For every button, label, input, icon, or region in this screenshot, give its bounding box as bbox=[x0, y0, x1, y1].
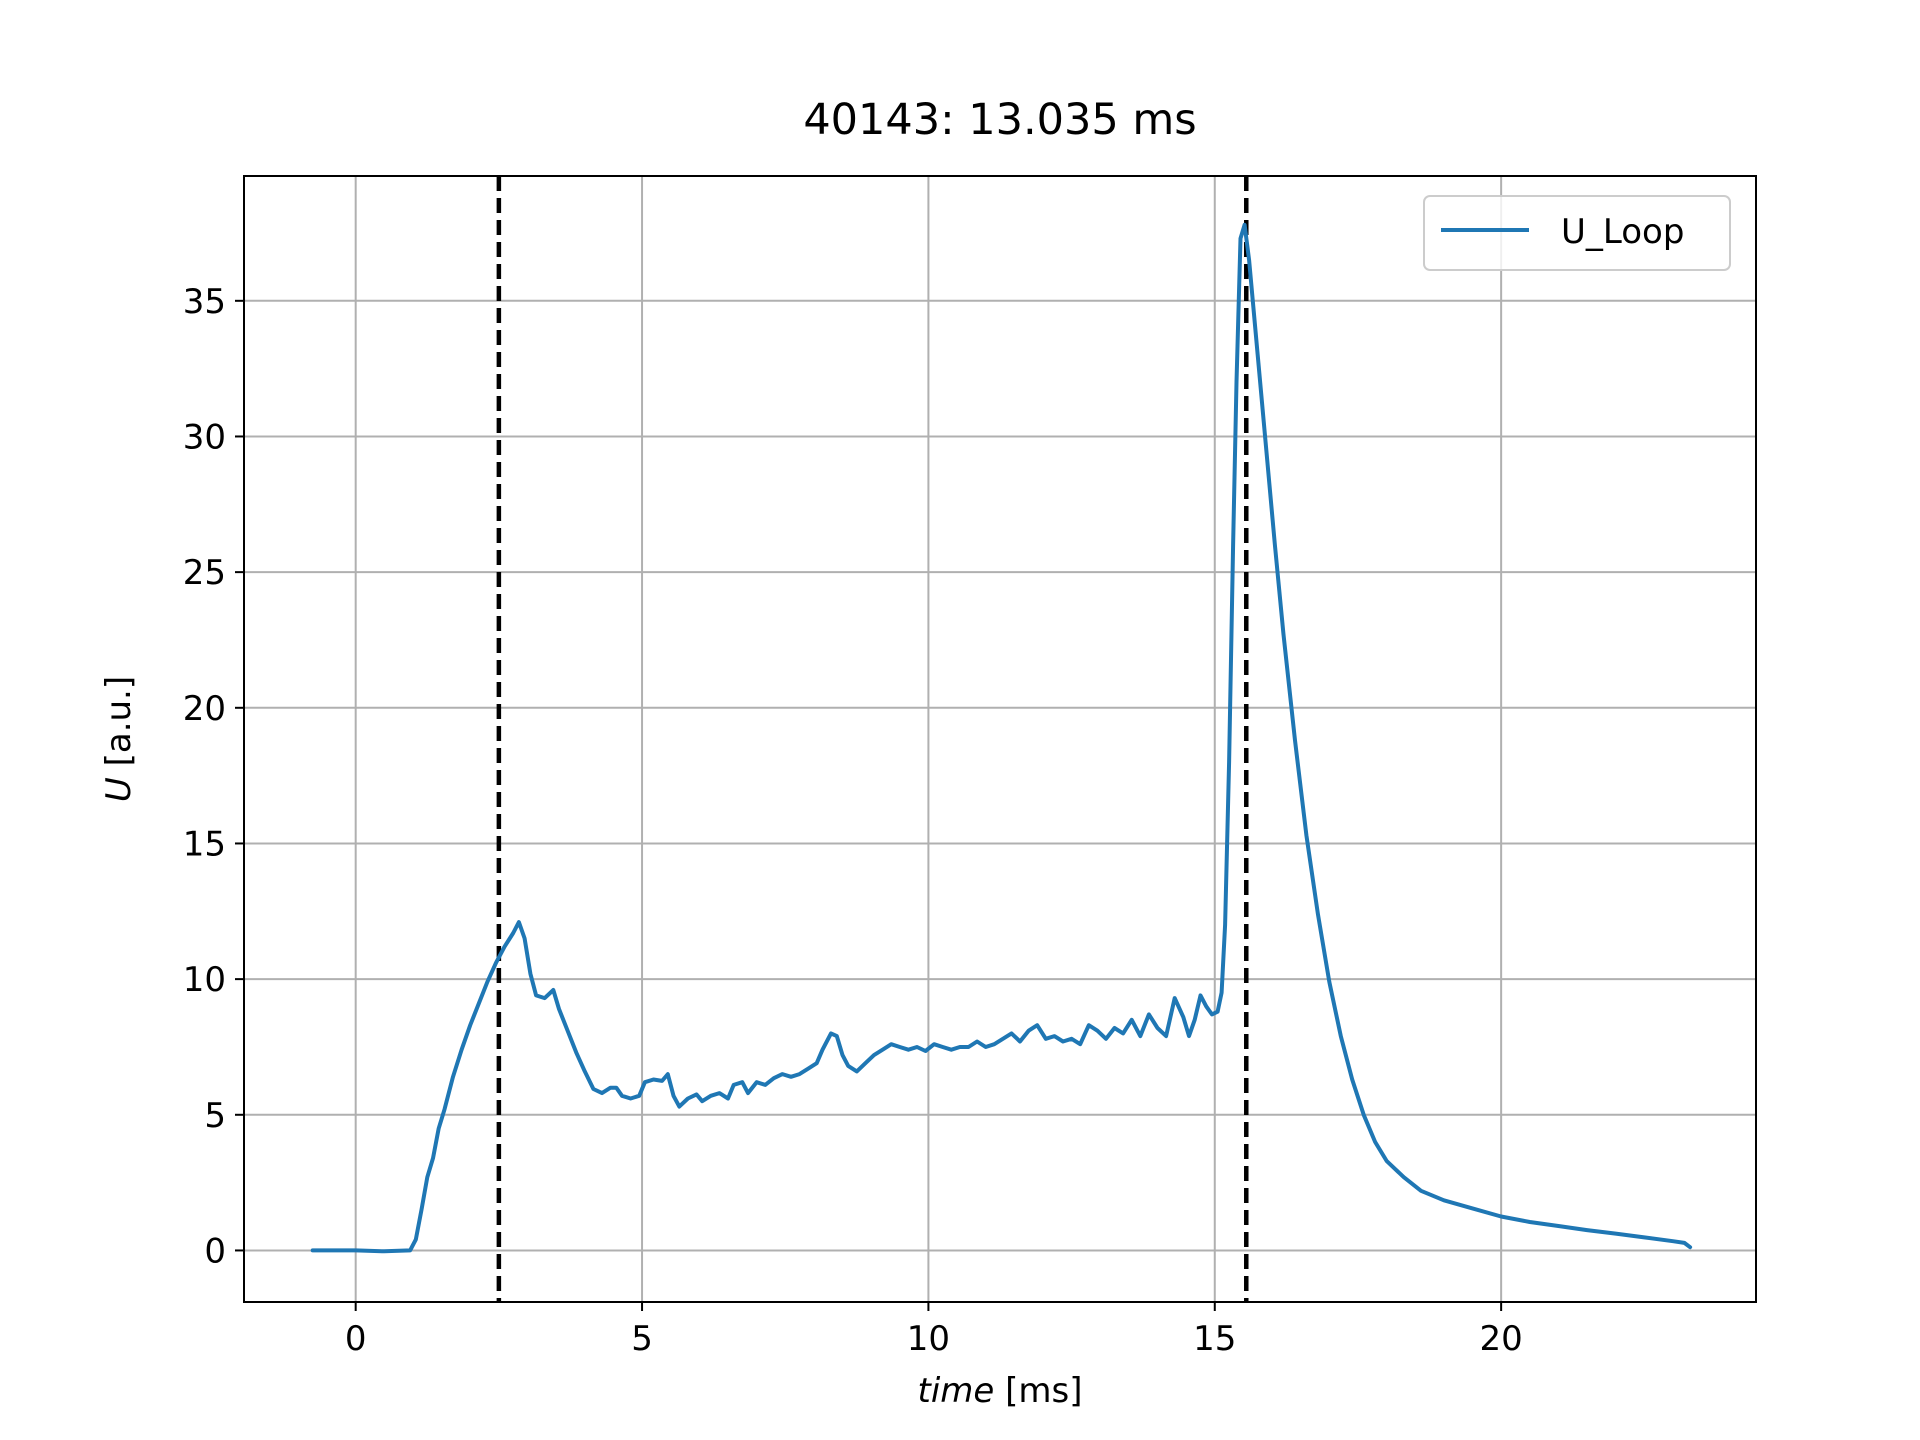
y-axis-label-var: U bbox=[99, 777, 139, 802]
series-layer bbox=[310, 222, 1693, 1254]
y-tick-label: 25 bbox=[183, 553, 226, 593]
x-tick-label: 0 bbox=[345, 1319, 367, 1359]
x-axis-label: time [ms] bbox=[917, 1371, 1082, 1411]
plot-frame bbox=[243, 175, 1757, 1303]
y-tick-label: 10 bbox=[183, 960, 226, 1000]
legend-box bbox=[1423, 195, 1731, 271]
chart-title: 40143: 13.035 ms bbox=[803, 95, 1196, 145]
x-axis-label-unit: [ms] bbox=[1005, 1371, 1082, 1411]
y-axis-ticks: 0 5 10 15 20 25 30 35 bbox=[183, 282, 244, 1271]
legend: U_Loop bbox=[1423, 195, 1731, 271]
x-axis-ticks: 0 5 10 15 20 bbox=[345, 1302, 1523, 1359]
y-axis-label-unit: [a.u.] bbox=[99, 676, 139, 767]
x-tick-label: 20 bbox=[1480, 1319, 1523, 1359]
grid bbox=[244, 176, 1756, 1302]
y-tick-label: 30 bbox=[183, 417, 226, 457]
y-tick-label: 15 bbox=[183, 824, 226, 864]
x-axis-label-var: time bbox=[917, 1371, 994, 1411]
reference-lines bbox=[496, 176, 1249, 1302]
y-axis-label: U [a.u.] bbox=[99, 676, 139, 802]
legend-label: U_Loop bbox=[1561, 212, 1684, 252]
y-tick-label: 0 bbox=[204, 1231, 226, 1271]
x-tick-label: 10 bbox=[907, 1319, 950, 1359]
y-tick-label: 5 bbox=[204, 1096, 226, 1136]
y-tick-label: 35 bbox=[183, 282, 226, 322]
x-tick-label: 15 bbox=[1193, 1319, 1236, 1359]
series-line-u_loop bbox=[310, 222, 1693, 1254]
x-tick-label: 5 bbox=[631, 1319, 653, 1359]
y-tick-label: 20 bbox=[183, 689, 226, 729]
